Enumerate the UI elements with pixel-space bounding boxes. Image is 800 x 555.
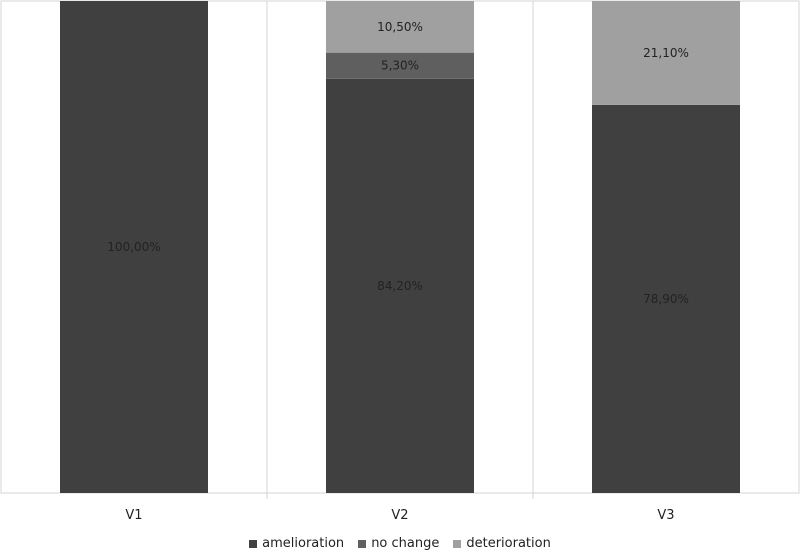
legend-swatch — [249, 539, 258, 548]
data-label: 84,20% — [377, 279, 423, 293]
bar-v2-deterioration — [326, 1, 474, 53]
data-label: 78,90% — [643, 292, 689, 306]
legend-item: no change — [358, 536, 439, 551]
bar-v3-amelioration — [592, 104, 740, 493]
data-label: 21,10% — [643, 46, 689, 60]
data-label: 5,30% — [381, 59, 419, 73]
legend-label: deterioration — [466, 536, 551, 551]
x-tick-label: V2 — [391, 508, 408, 523]
x-tick-label: V3 — [657, 508, 674, 523]
legend-swatch — [453, 539, 462, 548]
data-label: 10,50% — [377, 20, 423, 34]
chart-legend: amelioration no change deterioration — [0, 536, 800, 551]
legend-label: amelioration — [262, 536, 345, 551]
data-label: 100,00% — [107, 240, 160, 254]
bar-v3-deterioration — [592, 1, 740, 105]
legend-item: amelioration — [249, 536, 344, 551]
legend-item: deterioration — [453, 536, 551, 551]
legend-label: no change — [371, 536, 440, 551]
bar-v2-no-change — [326, 52, 474, 79]
x-tick-label: V1 — [125, 508, 142, 523]
bar-v2-amelioration — [326, 78, 474, 494]
legend-swatch — [358, 539, 367, 548]
bar-v1-amelioration — [60, 1, 208, 493]
